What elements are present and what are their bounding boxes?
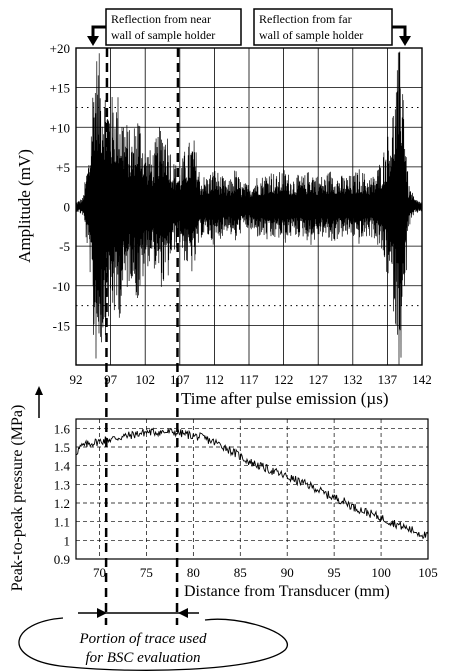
- window-arrow-left-head: [178, 608, 188, 618]
- pressure-y-tick-label: 1.5: [54, 440, 70, 455]
- amplitude-trace-line: [75, 51, 423, 365]
- near-wall-arrow: [91, 25, 106, 38]
- near-wall-annotation-line1: Reflection from near: [111, 12, 211, 26]
- pressure-x-tick-label: 70: [93, 565, 106, 580]
- amplitude-y-tick-labels: +20 +15 +10 +5 0 -5 -10 -15: [50, 41, 70, 333]
- amplitude-y-tick-label: +5: [56, 160, 70, 175]
- amplitude-y-tick-label: -10: [53, 279, 70, 294]
- up-arrow-icon-head: [35, 386, 43, 395]
- near-wall-arrow-head: [87, 36, 99, 46]
- bsc-window-markers: [78, 47, 199, 626]
- pressure-x-tick-labels: 70 75 80 85 90 95 100 105: [93, 565, 438, 580]
- pressure-grid: [76, 419, 429, 560]
- pressure-chart: 1.6 1.5 1.4 1.3 1.2 1.1 1 0.9 70 75 80 85 90 95 100 10…: [9, 386, 438, 600]
- pressure-x-tick-label: 105: [418, 565, 438, 580]
- bsc-callout: Portion of trace used for BSC evaluation: [18, 617, 288, 671]
- pressure-x-tick-label: 80: [187, 565, 200, 580]
- window-end-dashed-line: [175, 47, 180, 626]
- pressure-trace: [76, 427, 429, 540]
- amplitude-y-tick-label: +10: [50, 120, 70, 135]
- amplitude-x-tick-label: 122: [274, 372, 294, 387]
- callout-ellipse: [18, 617, 288, 671]
- far-wall-annotation-box: [253, 8, 393, 46]
- amplitude-x-tick-label: 92: [70, 372, 83, 387]
- amplitude-y-tick-label: +20: [50, 41, 70, 56]
- far-wall-annotation-line1: Reflection from far: [259, 12, 352, 26]
- pressure-y-tick-label: 0.9: [54, 552, 70, 567]
- far-wall-arrow: [392, 25, 407, 38]
- pressure-trace-line: [76, 427, 429, 540]
- amplitude-x-tick-label: 142: [412, 372, 432, 387]
- amplitude-x-axis-label: Time after pulse emission (µs): [181, 389, 388, 408]
- pressure-x-tick-label: 75: [140, 565, 153, 580]
- amplitude-x-tick-label: 117: [239, 372, 259, 387]
- near-wall-annotation: Reflection from near wall of sample hold…: [87, 8, 242, 46]
- pressure-y-tick-label: 1.6: [54, 421, 71, 436]
- amplitude-x-tick-labels: 92 97 102 107 112 117 122 127 132 137 142: [70, 372, 432, 387]
- window-arrow-right-head: [97, 608, 107, 618]
- amplitude-x-tick-label: 112: [205, 372, 224, 387]
- amplitude-y-tick-label: +15: [50, 81, 70, 96]
- amplitude-x-tick-label: 137: [378, 372, 398, 387]
- amplitude-y-tick-label: -15: [53, 318, 70, 333]
- amplitude-y-axis-label: Amplitude (mV): [15, 149, 34, 263]
- pressure-x-tick-label: 90: [281, 565, 294, 580]
- pressure-x-axis-label: Distance from Transducer (mm): [184, 583, 390, 600]
- far-wall-annotation: Reflection from far wall of sample holde…: [253, 8, 411, 46]
- pressure-x-tick-label: 100: [371, 565, 391, 580]
- amplitude-chart: +20+15+10+50-5-10-15 92 97 102 107 112 117 122…: [15, 8, 432, 408]
- window-start-dashed-line: [104, 47, 109, 626]
- amplitude-y-tick-label: 0: [64, 200, 71, 215]
- amplitude-plot-frame: [75, 47, 423, 366]
- near-wall-annotation-line2: wall of sample holder: [111, 28, 215, 42]
- pressure-y-tick-label: 1: [64, 533, 71, 548]
- far-wall-arrow-head: [399, 36, 411, 46]
- pressure-y-tick-label: 1.3: [54, 477, 70, 492]
- callout-line2: for BSC evaluation: [86, 650, 201, 666]
- pressure-plot-frame: [75, 418, 429, 560]
- pressure-x-tick-label: 85: [234, 565, 247, 580]
- amplitude-x-tick-label: 132: [343, 372, 363, 387]
- amplitude-x-tick-label: 102: [135, 372, 155, 387]
- pressure-y-tick-label: 1.1: [54, 515, 70, 530]
- pressure-y-tick-labels: 1.6 1.5 1.4 1.3 1.2 1.1 1 0.9: [54, 421, 71, 567]
- amplitude-y-tick-label: -5: [59, 239, 70, 254]
- pressure-y-tick-label: 1.4: [54, 459, 71, 474]
- far-wall-annotation-line2: wall of sample holder: [259, 28, 363, 42]
- pressure-y-tick-label: 1.2: [54, 496, 70, 511]
- amplitude-trace: [75, 51, 423, 365]
- pressure-x-tick-label: 95: [328, 565, 341, 580]
- pressure-y-axis-label: Peak-to-peak pressure (MPa): [9, 405, 26, 592]
- callout-line1: Portion of trace used: [78, 631, 207, 647]
- amplitude-x-tick-label: 127: [308, 372, 328, 387]
- amplitude-x-tick-label: 107: [170, 372, 190, 387]
